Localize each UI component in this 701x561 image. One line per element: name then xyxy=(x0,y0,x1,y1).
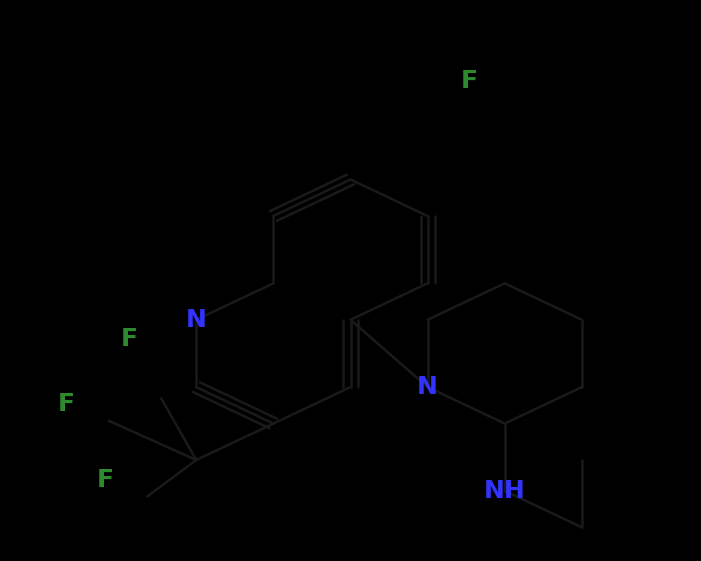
Text: NH: NH xyxy=(484,479,526,503)
Text: F: F xyxy=(461,70,478,93)
Text: F: F xyxy=(58,392,75,416)
Text: F: F xyxy=(97,468,114,491)
Text: N: N xyxy=(186,308,207,332)
Text: N: N xyxy=(417,375,438,399)
Text: F: F xyxy=(121,328,138,351)
